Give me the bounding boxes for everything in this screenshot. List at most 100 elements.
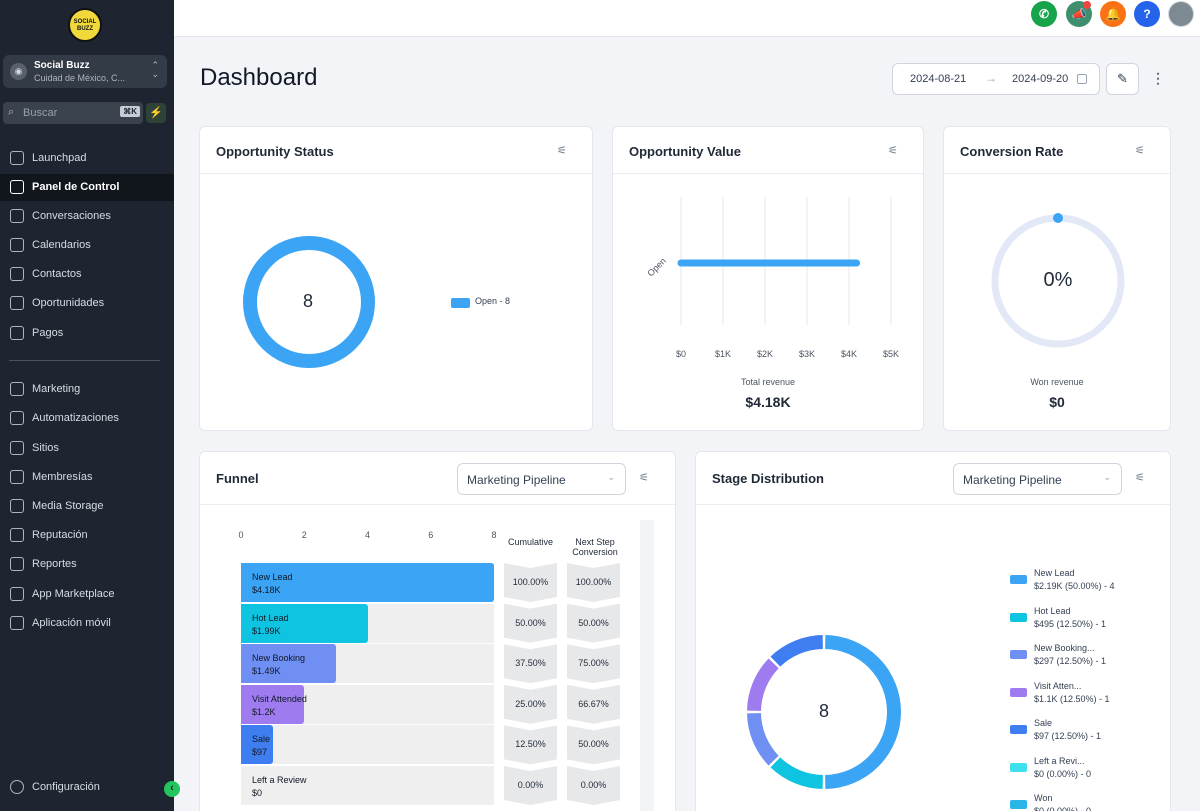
opportunity-status-card: Opportunity Status ⚟ 8 Open - 8: [199, 126, 593, 431]
chart-caption: Total revenue: [740, 377, 796, 387]
date-end[interactable]: 2024-09-20: [1012, 73, 1069, 85]
sidebar-item-sitios[interactable]: Sitios: [0, 435, 174, 462]
pipeline-select-value: Marketing Pipeline: [467, 473, 566, 487]
quick-action-bolt-icon[interactable]: ⚡: [146, 103, 166, 123]
account-switcher[interactable]: ◉ Social Buzz Cuidad de México, C... ⌃ ⌄: [3, 55, 167, 88]
funnel-row[interactable]: Hot Lead $1.99K: [241, 603, 494, 643]
sidebar-item-membresias[interactable]: Membresías: [0, 464, 174, 491]
donut-center-value: 8: [818, 701, 829, 721]
date-range-picker[interactable]: 2024-08-21 → 2024-09-20: [892, 63, 1100, 95]
funnel-bar[interactable]: [241, 684, 305, 724]
settings-sliders-icon[interactable]: ⚟: [557, 145, 567, 157]
donut-slice[interactable]: [770, 757, 824, 789]
x-tick-label: $0: [676, 349, 686, 359]
chevron-down-icon: ⌄: [1103, 472, 1111, 482]
scrollbar[interactable]: [640, 520, 654, 811]
donut-slice[interactable]: [824, 635, 901, 789]
phone-icon[interactable]: ✆: [1031, 1, 1057, 27]
card-title: Conversion Rate: [960, 144, 1064, 159]
legend-item[interactable]: Hot Lead $495 (12.50%) - 1: [1010, 605, 1160, 635]
funnel-bar[interactable]: [241, 603, 368, 643]
legend-stage-detail: $2.19K (50.00%) - 4: [1034, 581, 1115, 591]
col-header-line: Conversion: [572, 547, 618, 557]
funnel-bar[interactable]: [241, 563, 494, 602]
sidebar-item-panel-de-control[interactable]: Panel de Control: [0, 174, 174, 201]
legend-item[interactable]: Visit Atten... $1.1K (12.50%) - 1: [1010, 680, 1160, 710]
collapse-sidebar-icon[interactable]: ‹: [164, 781, 180, 797]
search-input[interactable]: [23, 104, 113, 122]
sidebar-item-reportes[interactable]: Reportes: [0, 551, 174, 578]
legend-stage-name: New Booking...: [1034, 643, 1095, 653]
donut-slice[interactable]: [747, 712, 779, 766]
funnel-stage-name: New Lead: [252, 572, 293, 582]
legend-item[interactable]: New Booking... $297 (12.50%) - 1: [1010, 642, 1160, 672]
funnel-cumulative: 0.00%: [504, 766, 557, 805]
total-revenue-value: $4.18K: [745, 394, 791, 410]
funnel-stage-name: Hot Lead: [252, 612, 289, 623]
funnel-bar[interactable]: [241, 725, 273, 765]
sidebar-item-conversaciones[interactable]: Conversaciones: [0, 203, 174, 230]
col-header-next-step: Next Step Conversion: [565, 537, 625, 557]
funnel-row[interactable]: New Booking $1.49K: [241, 644, 494, 684]
funnel-next-step: 50.00%: [567, 725, 620, 765]
donut-slice[interactable]: [770, 635, 824, 667]
funnel-stage-value: $0: [252, 788, 263, 798]
sidebar-item-contactos[interactable]: Contactos: [0, 261, 174, 288]
legend-item[interactable]: Sale $97 (12.50%) - 1: [1010, 717, 1160, 747]
sidebar-item-reputacion[interactable]: Reputación: [0, 522, 174, 549]
x-tick-label: $1K: [715, 349, 731, 359]
user-avatar[interactable]: [1168, 1, 1194, 27]
legend-stage-detail: $0 (0.00%) - 0: [1034, 806, 1092, 811]
y-category-label: Open: [645, 256, 668, 279]
more-options-icon[interactable]: ⋮: [1151, 70, 1165, 86]
legend-stage-detail: $495 (12.50%) - 1: [1034, 618, 1107, 629]
funnel-row[interactable]: New Lead $4.18K: [241, 563, 494, 602]
edit-dashboard-button[interactable]: ✎: [1106, 63, 1139, 95]
settings-sliders-icon[interactable]: ⚟: [1135, 472, 1145, 484]
funnel-stage-name: Sale: [252, 734, 271, 745]
sidebar-item-media-storage[interactable]: Media Storage: [0, 493, 174, 520]
sidebar-item-launchpad[interactable]: Launchpad: [0, 145, 174, 172]
date-start[interactable]: 2024-08-21: [910, 73, 967, 85]
logo-text: SOCIAL BUZZ: [73, 19, 97, 32]
donut-slice[interactable]: [747, 658, 779, 712]
sidebar-item-label: Reportes: [32, 558, 77, 570]
sidebar-item-app-marketplace[interactable]: App Marketplace: [0, 581, 174, 608]
donut-slice-open[interactable]: [243, 236, 375, 368]
funnel-cumulative: 100.00%: [504, 563, 557, 602]
funnel-row[interactable]: Left a Review $0: [241, 766, 494, 805]
pipeline-select[interactable]: Marketing Pipeline ⌄: [457, 463, 626, 495]
sidebar-item-pagos[interactable]: Pagos: [0, 320, 174, 347]
sidebar-item-configuracion[interactable]: Configuración: [0, 774, 174, 801]
card-title: Opportunity Value: [629, 144, 741, 159]
sidebar-item-oportunidades[interactable]: Oportunidades: [0, 290, 174, 317]
sidebar-item-label: Calendarios: [32, 239, 91, 251]
apps-icon: [10, 587, 24, 601]
settings-sliders-icon[interactable]: ⚟: [1135, 145, 1145, 157]
sidebar-item-automatizaciones[interactable]: Automatizaciones: [0, 405, 174, 432]
shortcut-badge: ⌘K: [120, 106, 140, 117]
search-box[interactable]: ⌕ ⌘K: [3, 102, 143, 124]
opportunity-status-donut: [243, 236, 375, 368]
help-icon[interactable]: ?: [1134, 1, 1160, 27]
chevron-down-icon: ⌄: [607, 472, 615, 482]
funnel-row[interactable]: Visit Attended $1.2K: [241, 684, 494, 724]
location-avatar-icon: ◉: [10, 63, 27, 80]
pipeline-select[interactable]: Marketing Pipeline ⌄: [953, 463, 1122, 495]
legend-item[interactable]: New Lead $2.19K (50.00%) - 4: [1010, 567, 1160, 597]
funnel-bar[interactable]: [241, 644, 336, 684]
funnel-stage-value: $1.99K: [252, 625, 281, 636]
sidebar-item-aplicacion-movil[interactable]: Aplicación móvil: [0, 610, 174, 637]
funnel-row[interactable]: Sale $97: [241, 725, 494, 765]
legend-item[interactable]: Won $0 (0.00%) - 0: [1010, 792, 1160, 811]
legend-item[interactable]: Open - 8: [451, 295, 510, 308]
funnel-cumulative: 12.50%: [504, 725, 557, 765]
bell-icon[interactable]: 🔔: [1100, 1, 1126, 27]
card-title: Funnel: [216, 471, 259, 486]
legend-item[interactable]: Left a Revi... $0 (0.00%) - 0: [1010, 755, 1160, 785]
sidebar-item-calendarios[interactable]: Calendarios: [0, 232, 174, 259]
company-logo[interactable]: SOCIAL BUZZ: [68, 8, 102, 42]
settings-sliders-icon[interactable]: ⚟: [888, 145, 898, 157]
sidebar-item-marketing[interactable]: Marketing: [0, 376, 174, 403]
settings-sliders-icon[interactable]: ⚟: [639, 472, 649, 484]
